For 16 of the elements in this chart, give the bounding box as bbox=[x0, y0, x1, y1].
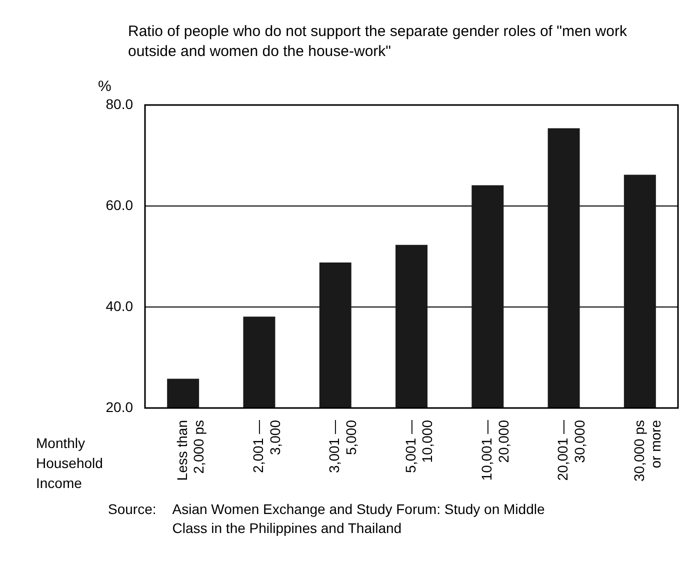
x-tick-label: 2,001 — 3,000 bbox=[250, 420, 283, 473]
source-note: Source: bbox=[108, 500, 156, 519]
x-tick-label: 20,001 — 30,000 bbox=[554, 420, 588, 481]
x-tick-label: 3,001 — 5,000 bbox=[326, 420, 360, 473]
y-tick-label: 60.0 bbox=[106, 196, 134, 213]
x-tick-label: 10,001 — 20,000 bbox=[478, 420, 512, 481]
y-tick-label: 40.0 bbox=[106, 298, 134, 314]
y-axis-title: % bbox=[98, 78, 112, 95]
x-tick-label: 30,000 ps or more bbox=[630, 420, 664, 482]
x-tick-label: Less than 2,000 ps bbox=[174, 420, 207, 481]
x-axis-title: Monthly Household Income bbox=[36, 434, 104, 493]
chart-title: Ratio of people who do not support the separate gender roles of "men work outside and women do the house-work" bbox=[128, 22, 628, 62]
text: Asian Women Exchange and Study Forum: Study on Middle Class in the Philippines and Thailand bbox=[172, 500, 546, 538]
y-tick-label: 80.0 bbox=[106, 96, 134, 112]
y-tick-label: 20.0 bbox=[106, 398, 134, 415]
x-tick-label: 5,001 — 10,000 bbox=[402, 420, 436, 473]
